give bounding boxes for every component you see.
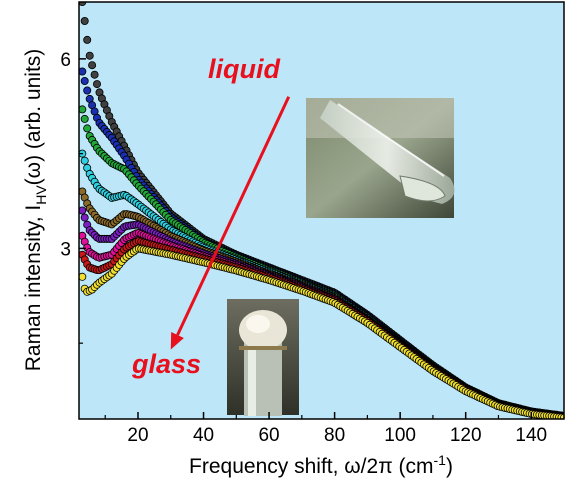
x-tick-label: 20 <box>127 425 148 446</box>
data-point <box>80 16 89 25</box>
data-point <box>85 51 94 60</box>
x-tick-label: 40 <box>193 425 214 446</box>
y-tick-label: 3 <box>60 239 71 260</box>
x-axis-title: Frequency shift, ω/2π (cm-1) <box>189 452 453 478</box>
data-point <box>83 124 92 133</box>
annotation-liquid: liquid <box>208 54 280 84</box>
x-axis: 20 40 60 80 100 120 140 <box>104 412 565 446</box>
x-tick-label: 60 <box>258 425 279 446</box>
data-point <box>79 206 87 215</box>
y-axis: 36 <box>60 50 86 344</box>
data-point <box>79 2 87 6</box>
plot-frame <box>78 1 565 420</box>
data-point <box>80 156 89 165</box>
data-point <box>79 105 87 114</box>
data-point <box>560 413 564 419</box>
series-layer <box>79 2 564 419</box>
data-point <box>79 272 87 281</box>
x-tick-label: 120 <box>450 425 482 446</box>
data-point <box>83 35 92 44</box>
data-point <box>80 114 89 123</box>
y-tick-label: 6 <box>60 50 71 71</box>
x-tick-label: 100 <box>384 425 416 446</box>
glass-tube-photo <box>227 299 299 416</box>
x-tick-label: 80 <box>324 425 345 446</box>
data-point <box>83 86 92 95</box>
x-tick-label: 140 <box>515 425 547 446</box>
data-point <box>93 80 102 89</box>
liquid-to-glass-arrow <box>170 96 291 350</box>
series-9 <box>79 244 564 419</box>
annotation-glass: glass <box>131 349 201 379</box>
data-point <box>79 67 87 76</box>
data-point <box>80 213 89 222</box>
data-point <box>80 77 89 86</box>
liquid-tube-photo <box>306 98 455 218</box>
data-point <box>88 61 97 70</box>
data-point <box>90 70 99 79</box>
y-axis-title: Raman intensity, IHV(ω) (arb. units) <box>22 49 49 372</box>
